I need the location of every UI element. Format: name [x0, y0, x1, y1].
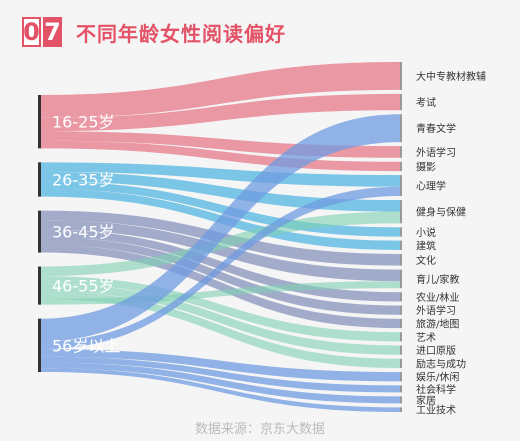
source-node	[38, 318, 41, 372]
flow-link	[40, 244, 400, 329]
target-node	[400, 332, 402, 342]
target-label: 心理学	[416, 180, 446, 193]
target-node	[400, 396, 402, 404]
links-layer	[40, 62, 400, 412]
target-label: 艺术	[416, 332, 436, 344]
flow-link	[40, 276, 400, 342]
target-node	[400, 161, 402, 172]
flow-link	[40, 140, 400, 172]
flow-link	[40, 356, 400, 393]
target-label: 娱乐/休闲	[416, 371, 459, 384]
flow-link	[40, 114, 400, 342]
target-node	[400, 269, 402, 289]
target-node	[400, 385, 402, 393]
source-label: 16-25岁	[52, 113, 115, 132]
flow-link	[40, 220, 400, 282]
target-label: 外语学习	[416, 146, 456, 159]
target-label: 摄影	[416, 160, 436, 173]
target-node	[400, 240, 402, 250]
target-label: 健身与保健	[416, 206, 466, 219]
target-label: 励志与成功	[416, 357, 466, 370]
target-node	[400, 200, 402, 224]
flow-link	[40, 283, 400, 355]
target-node	[400, 253, 402, 266]
target-node	[400, 305, 402, 315]
source-node	[38, 95, 41, 149]
flow-link	[40, 368, 400, 412]
target-node	[400, 292, 402, 302]
target-label: 文化	[416, 254, 436, 267]
target-node	[400, 372, 402, 382]
section-number-digit: 7	[43, 17, 62, 47]
target-label: 旅游/地图	[416, 317, 459, 330]
flow-link	[40, 186, 400, 350]
source-node	[38, 210, 41, 253]
target-node	[400, 227, 402, 237]
data-source: 数据来源：京东大数据	[194, 422, 325, 437]
flow-link	[40, 291, 400, 369]
target-label: 外语学习	[416, 304, 456, 317]
flow-link	[40, 349, 400, 382]
flow-link	[40, 211, 400, 277]
target-node	[400, 146, 402, 158]
target-label: 建筑	[416, 239, 436, 252]
chart-title: 不同年龄女性阅读偏好	[76, 21, 286, 46]
target-label: 青春文学	[416, 122, 456, 135]
target-node	[400, 358, 402, 369]
flow-link	[40, 362, 400, 404]
target-label: 工业技术	[416, 404, 456, 417]
target-node	[400, 175, 402, 197]
section-number-digit: 0	[22, 17, 41, 47]
target-label: 农业/林业	[416, 291, 459, 304]
target-label: 社会科学	[416, 383, 456, 396]
labels-layer: 16-25岁 26-35岁 36-45岁 46-55岁 56岁以上 大中专教材教辅考试青春…	[52, 70, 486, 417]
target-label: 进口原版	[416, 344, 456, 357]
flow-link	[40, 237, 400, 315]
nodes-layer	[38, 62, 402, 412]
header: 0 7 不同年龄女性阅读偏好	[22, 14, 286, 50]
flow-link	[40, 162, 400, 187]
source-label: 46-55岁	[52, 277, 115, 296]
flow-link	[40, 62, 400, 118]
target-node	[400, 93, 402, 111]
target-label: 小说	[416, 226, 436, 239]
source-node	[38, 162, 41, 197]
target-node	[400, 345, 402, 355]
target-node	[400, 114, 402, 143]
flow-link	[40, 171, 400, 212]
source-label: 26-35岁	[52, 170, 115, 189]
flow-link	[40, 93, 400, 132]
source-label: 56岁以上	[52, 336, 120, 355]
target-label: 育儿/家教	[416, 273, 459, 286]
target-node	[400, 318, 402, 329]
target-node	[400, 62, 402, 90]
target-label: 大中专教材教辅	[416, 70, 486, 83]
target-label: 家居	[416, 394, 436, 407]
target-node	[400, 407, 402, 412]
source-label: 36-45岁	[52, 223, 115, 242]
source-node	[38, 266, 41, 305]
section-number: 0 7	[22, 17, 62, 47]
target-label: 考试	[416, 96, 436, 109]
